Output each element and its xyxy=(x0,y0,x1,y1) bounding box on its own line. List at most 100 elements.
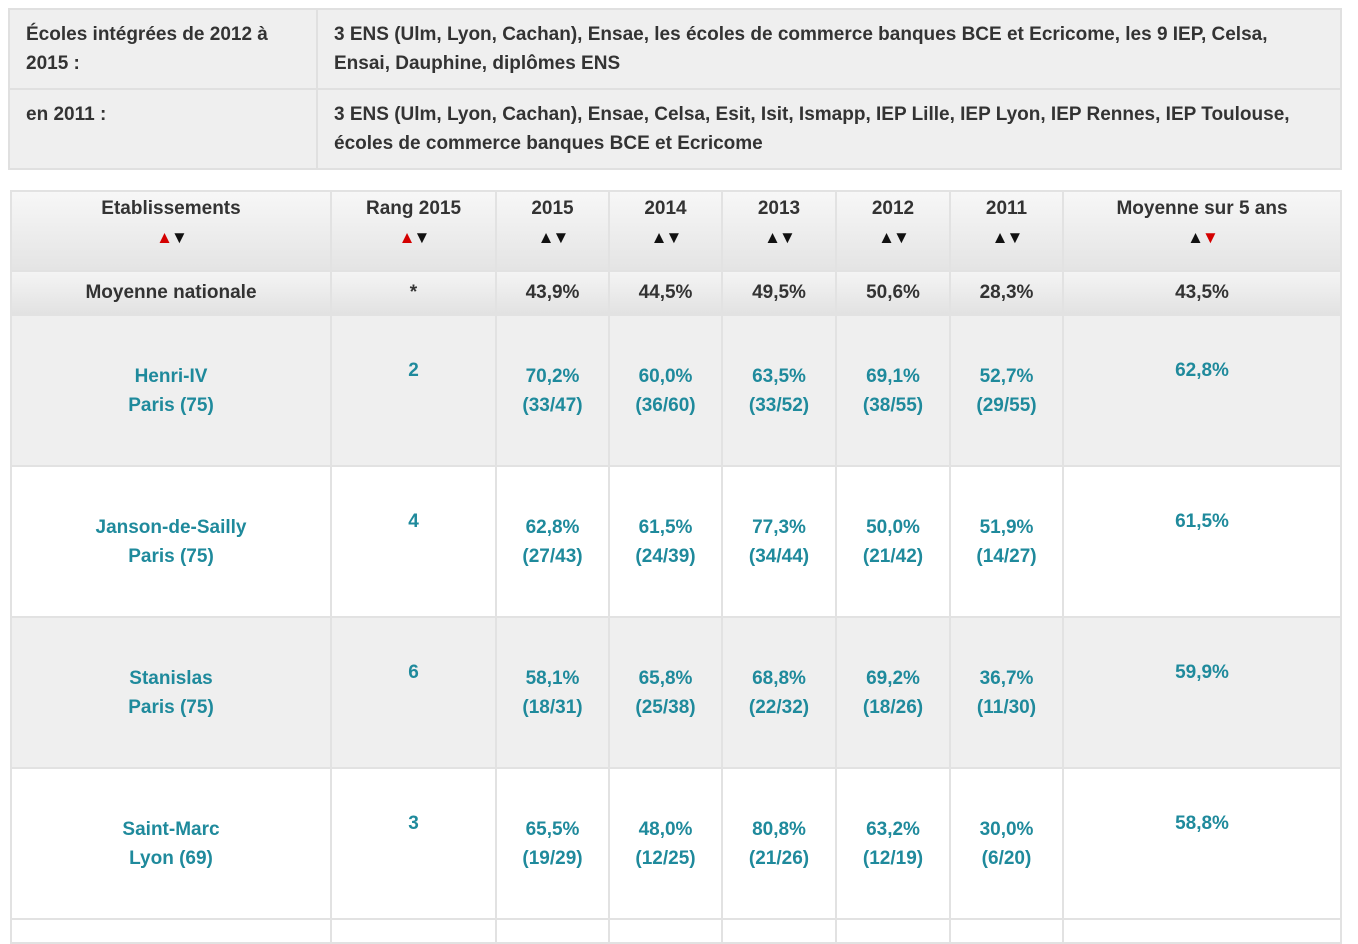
sort-descending-icon[interactable]: ▼ xyxy=(779,228,796,247)
sort-descending-icon[interactable]: ▼ xyxy=(893,228,910,247)
school-cell[interactable]: Stanislas Paris (75) xyxy=(10,616,332,769)
year-result: 65,8% (25/38) xyxy=(608,616,723,769)
year-result: 65,5% (19/29) xyxy=(495,767,610,920)
school-cell[interactable]: Saint-Marc Lyon (69) xyxy=(10,767,332,920)
result-percent: 51,9% xyxy=(979,516,1034,538)
empty-cell xyxy=(1062,918,1342,944)
result-percent: 36,7% xyxy=(979,667,1034,689)
year-result: 70,2% (33/47) xyxy=(495,314,610,467)
info-row: Écoles intégrées de 2012 à 2015 :3 ENS (… xyxy=(8,8,1342,90)
school-city: Lyon (69) xyxy=(129,847,213,869)
sort-ascending-icon[interactable]: ▲ xyxy=(156,228,173,247)
school-rank: 2 xyxy=(330,314,497,467)
school-name-link[interactable]: Henri-IV xyxy=(134,365,208,387)
column-header-label: 2013 xyxy=(757,198,801,219)
info-value: 3 ENS (Ulm, Lyon, Cachan), Ensae, les éc… xyxy=(316,8,1342,90)
column-header: 2011 ▲▼ xyxy=(949,190,1064,272)
column-header-label: Rang 2015 xyxy=(365,198,462,219)
sort-ascending-icon[interactable]: ▲ xyxy=(650,228,668,247)
sort-ascending-icon[interactable]: ▲ xyxy=(991,228,1009,247)
sort-ascending-icon[interactable]: ▲ xyxy=(537,228,555,247)
sort-descending-icon[interactable]: ▼ xyxy=(665,228,683,247)
sort-ascending-icon[interactable]: ▲ xyxy=(764,228,781,247)
school-cell[interactable]: Henri-IV Paris (75) xyxy=(10,314,332,467)
result-count: (12/19) xyxy=(862,847,924,869)
school-rank: 3 xyxy=(330,767,497,920)
result-count: (19/29) xyxy=(522,847,583,869)
result-count: (29/55) xyxy=(976,394,1037,416)
result-percent: 50,0% xyxy=(866,516,920,538)
school-cell[interactable]: Janson-de-Sailly Paris (75) xyxy=(10,465,332,618)
result-count: (36/60) xyxy=(635,394,696,416)
result-percent: 65,8% xyxy=(638,667,693,689)
info-row: en 2011 :3 ENS (Ulm, Lyon, Cachan), Ensa… xyxy=(8,88,1342,170)
result-count: (11/30) xyxy=(976,696,1037,718)
sort-ascending-icon[interactable]: ▲ xyxy=(1187,228,1204,247)
info-label: en 2011 : xyxy=(8,88,318,170)
sort-descending-icon[interactable]: ▼ xyxy=(552,228,570,247)
result-percent: 68,8% xyxy=(752,667,806,689)
result-count: (18/26) xyxy=(862,696,924,718)
column-header: 2012 ▲▼ xyxy=(835,190,951,272)
school-city: Paris (75) xyxy=(128,394,214,416)
result-percent: 63,5% xyxy=(752,365,806,387)
sort-arrows: ▲▼ xyxy=(952,228,1061,248)
result-count: (14/27) xyxy=(976,545,1037,567)
school-name-link[interactable]: Saint-Marc xyxy=(122,818,220,840)
empty-cell xyxy=(608,918,723,944)
sort-arrows: ▲▼ xyxy=(1065,228,1339,248)
result-percent: 58,1% xyxy=(525,667,580,689)
national-value: 28,3% xyxy=(949,270,1064,316)
school-avg: 61,5% xyxy=(1062,465,1342,618)
empty-cell xyxy=(330,918,497,944)
result-percent: 30,0% xyxy=(979,818,1034,840)
year-result: 58,1% (18/31) xyxy=(495,616,610,769)
school-city: Paris (75) xyxy=(128,545,214,567)
column-header-label: 2015 xyxy=(531,198,574,219)
result-count: (33/47) xyxy=(522,394,583,416)
result-percent: 69,2% xyxy=(866,667,920,689)
year-result: 60,0% (36/60) xyxy=(608,314,723,467)
sort-descending-icon[interactable]: ▼ xyxy=(413,228,431,247)
school-row: Stanislas Paris (75) 6 58,1% (18/31) 65,8% (25… xyxy=(10,616,1342,769)
national-avg: 43,5% xyxy=(1062,270,1342,316)
result-percent: 48,0% xyxy=(638,818,693,840)
national-rank: * xyxy=(330,270,497,316)
sort-descending-icon[interactable]: ▼ xyxy=(171,228,188,247)
sort-descending-icon[interactable]: ▼ xyxy=(1006,228,1024,247)
sort-ascending-icon[interactable]: ▲ xyxy=(398,228,416,247)
result-count: (33/52) xyxy=(748,394,810,416)
header-row: Etablissements ▲▼ Rang 2015 ▲▼ 2015 ▲▼ 2014 ▲▼ 2… xyxy=(10,190,1342,272)
empty-cell xyxy=(949,918,1064,944)
result-percent: 61,5% xyxy=(638,516,693,538)
result-count: (21/42) xyxy=(862,545,924,567)
ranking-table: Etablissements ▲▼ Rang 2015 ▲▼ 2015 ▲▼ 2014 ▲▼ 2… xyxy=(10,190,1342,944)
national-value: 43,9% xyxy=(495,270,610,316)
result-percent: 65,5% xyxy=(525,818,580,840)
empty-cell xyxy=(721,918,837,944)
result-percent: 52,7% xyxy=(979,365,1034,387)
result-percent: 80,8% xyxy=(752,818,806,840)
school-avg: 58,8% xyxy=(1062,767,1342,920)
result-count: (22/32) xyxy=(748,696,810,718)
school-name-link[interactable]: Janson-de-Sailly xyxy=(95,516,247,538)
year-result: 68,8% (22/32) xyxy=(721,616,837,769)
year-result: 69,1% (38/55) xyxy=(835,314,951,467)
sort-descending-icon[interactable]: ▼ xyxy=(1202,228,1219,247)
school-avg: 59,9% xyxy=(1062,616,1342,769)
column-header-label: 2012 xyxy=(871,198,915,219)
column-header: 2013 ▲▼ xyxy=(721,190,837,272)
school-rank: 4 xyxy=(330,465,497,618)
sort-arrows: ▲▼ xyxy=(13,228,329,248)
sort-arrows: ▲▼ xyxy=(498,228,607,248)
school-row: Janson-de-Sailly Paris (75) 4 62,8% (27/43) 6… xyxy=(10,465,1342,618)
school-name-link[interactable]: Stanislas xyxy=(129,667,213,689)
year-result: 51,9% (14/27) xyxy=(949,465,1064,618)
empty-cell xyxy=(835,918,951,944)
column-header: Rang 2015 ▲▼ xyxy=(330,190,497,272)
sort-arrows: ▲▼ xyxy=(333,228,494,248)
sort-ascending-icon[interactable]: ▲ xyxy=(878,228,895,247)
schools-info-table: Écoles intégrées de 2012 à 2015 :3 ENS (… xyxy=(8,8,1342,170)
result-count: (6/20) xyxy=(981,847,1032,869)
result-percent: 70,2% xyxy=(525,365,580,387)
